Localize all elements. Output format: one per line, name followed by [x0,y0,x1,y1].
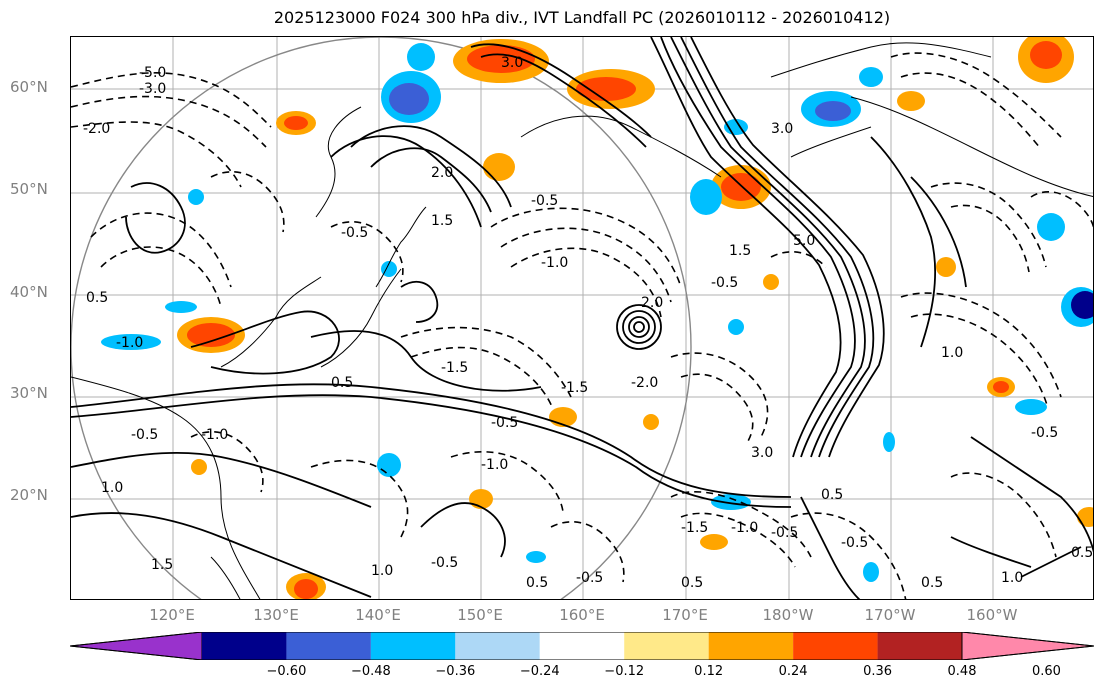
contour-label: 5.0 [793,233,815,249]
contour-labels: -5.0 -3.0 -2.0 3.0 3.0 5.0 2.0 1.5 -0.5 … [83,55,1093,591]
lon-label-160e: 160°E [559,606,605,624]
contour-label: -1.0 [541,255,568,271]
colorbar-segment [793,632,878,660]
contour-label: -0.5 [531,193,558,209]
lon-label-170w: 170°W [864,606,916,624]
contours-solid [71,37,1093,599]
lat-label-40n: 40°N [10,283,48,301]
map-title: 2025123000 F024 300 hPa div., IVT Landfa… [273,8,891,27]
colorbar-tick-label: 0.36 [863,664,893,679]
contour-label: -2.0 [631,375,658,391]
contour-label: -0.5 [131,427,158,443]
lat-label-60n: 60°N [10,78,48,96]
colorbar-segment [708,632,794,660]
contour-label: -0.5 [341,225,368,241]
graticule [71,37,1093,599]
contour-label: -0.5 [576,570,603,586]
contour-label: 1.5 [431,213,453,229]
contour-label: 1.5 [729,243,751,259]
contour-label: 1.0 [101,480,123,496]
contour-label: 1.0 [371,563,393,579]
colorbar-segment [286,632,371,660]
contour-label: -5.0 [139,65,166,81]
contour-label: 0.5 [821,487,843,503]
map-panel: -5.0 -3.0 -2.0 3.0 3.0 5.0 2.0 1.5 -0.5 … [70,36,1094,600]
divergence-positive-fills [177,37,1093,599]
colorbar-extend-high [961,632,1094,660]
contour-label: -0.5 [1031,425,1058,441]
cyclone-contours [616,304,662,350]
contour-label: -1.0 [481,457,508,473]
contour-label: -1.5 [441,360,468,376]
contour-label: 0.5 [86,290,108,306]
colorbar-tick-label: −0.12 [604,664,645,679]
colorbar-segment [455,632,540,660]
contour-label: 0.5 [921,575,943,591]
colorbar-extend-low [70,632,203,660]
contour-label: -0.5 [711,275,738,291]
contour-label: 1.5 [151,557,173,573]
contour-label: -0.5 [431,555,458,571]
lat-label-20n: 20°N [10,486,48,504]
contour-label: 0.5 [526,575,548,591]
contour-label: 1.0 [941,345,963,361]
contour-label: 3.0 [501,55,523,71]
landfall-region-circle [71,37,692,599]
contour-label: -0.5 [771,525,798,541]
contour-label: -2.0 [83,121,110,137]
contour-label: -1.0 [116,335,143,351]
lon-label-150e: 150°E [457,606,503,624]
contour-label: 3.0 [751,445,773,461]
contours-dashed [71,52,1093,599]
colorbar-tick-label: 0.48 [947,664,977,679]
map-canvas: -5.0 -3.0 -2.0 3.0 3.0 5.0 2.0 1.5 -0.5 … [71,37,1093,599]
lat-label-50n: 50°N [10,180,48,198]
contour-label: 2.0 [431,165,453,181]
colorbar-segment [624,632,709,660]
divergence-negative-fills [101,43,1093,582]
lon-label-130e: 130°E [253,606,299,624]
colorbar-segment [370,632,456,660]
contour-label: -1.0 [731,520,758,536]
colorbar-tick-label: −0.48 [350,664,391,679]
contour-label: 0.5 [1071,545,1093,561]
lon-label-120e: 120°E [149,606,195,624]
contour-label: 2.0 [641,295,663,311]
colorbar-tick-label: 0.60 [1031,664,1061,679]
contour-label: -0.5 [841,535,868,551]
colorbar-segment [202,632,287,660]
contour-label: -3.0 [139,81,166,97]
colorbar-segment [539,632,625,660]
contour-label: 0.5 [681,575,703,591]
contour-label: -1.5 [561,380,588,396]
colorbar-tick-label: −0.36 [435,664,476,679]
lon-label-160w: 160°W [966,606,1018,624]
lon-label-170e: 170°E [662,606,708,624]
contour-label: -1.5 [681,520,708,536]
contour-label: 3.0 [771,121,793,137]
lon-label-140e: 140°E [355,606,401,624]
lon-label-180w: 180°W [762,606,814,624]
colorbar-segment [877,632,962,660]
colorbar-tick-label: −0.60 [266,664,307,679]
colorbar-tick-label: 0.24 [778,664,808,679]
lat-label-30n: 30°N [10,384,48,402]
colorbar [70,632,1094,660]
contour-label: 1.0 [1001,570,1023,586]
coastlines [71,42,1093,599]
colorbar-tick-label: 0.12 [694,664,724,679]
contour-label: -1.0 [201,427,228,443]
contour-label: 0.5 [331,375,353,391]
colorbar-tick-label: −0.24 [519,664,560,679]
contour-label: -0.5 [491,415,518,431]
